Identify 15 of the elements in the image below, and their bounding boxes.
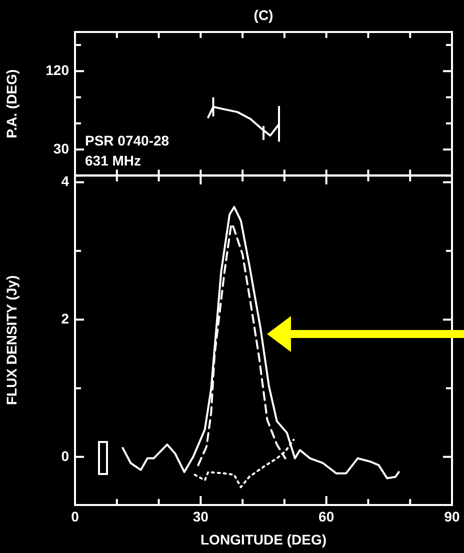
annotation: 631 MHz [85,152,142,168]
y-tick-label: 4 [61,173,70,190]
y-axis-title: FLUX DENSITY (Jy) [3,275,20,406]
y-tick-label: 0 [61,448,70,464]
x-axis-title: LONGITUDE (DEG) [200,531,326,548]
x-tick-label: 90 [444,508,460,524]
y-tick-label: 30 [53,140,70,156]
x-tick-label: 60 [318,508,334,524]
annotation: PSR 0740-28 [85,132,170,148]
y-tick-label: 120 [46,62,70,78]
x-tick-label: 30 [192,508,209,524]
chart-title: (C) [254,6,274,23]
y-axis-title: P.A. (DEG) [3,69,20,138]
x-tick-label: 0 [71,508,80,524]
y-tick-label: 2 [61,310,70,326]
